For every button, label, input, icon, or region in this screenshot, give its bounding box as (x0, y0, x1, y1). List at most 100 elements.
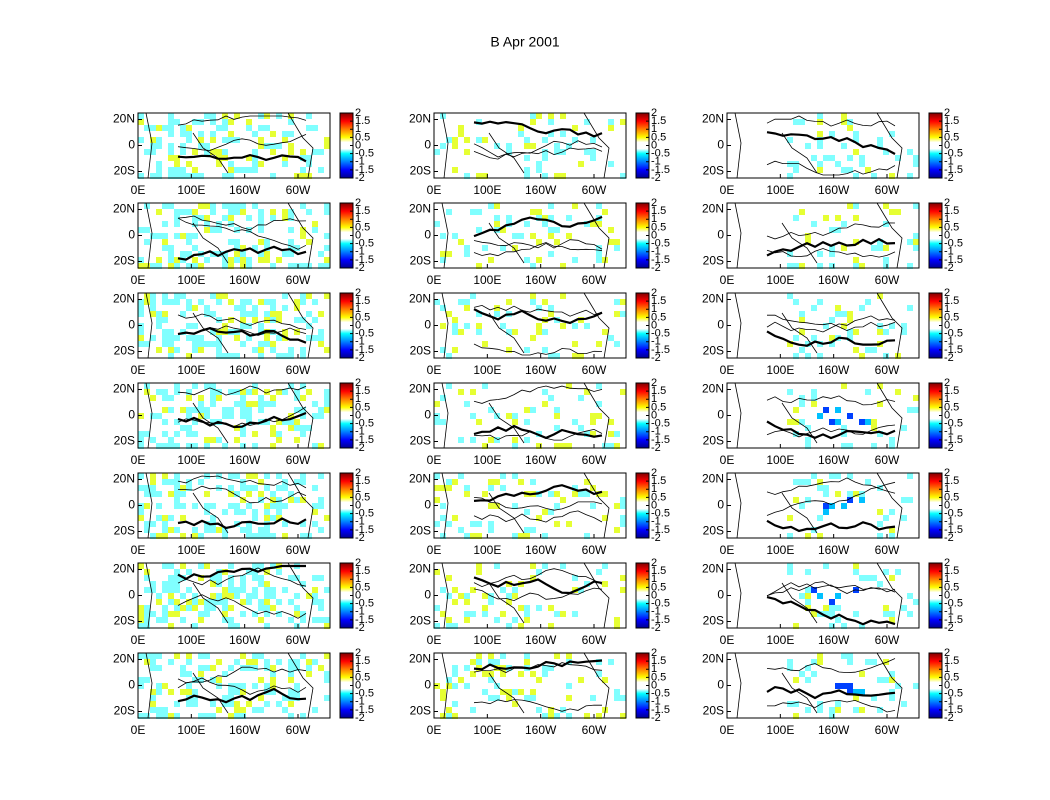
shade-cell (288, 659, 294, 665)
colorbar-tick-label: -0.5 (944, 688, 963, 700)
shade-cell (246, 413, 252, 419)
colorbar-tick-label: 1.5 (651, 565, 666, 577)
shade-cell (476, 173, 482, 179)
shade-cell (222, 149, 228, 155)
shade-cell (841, 425, 847, 431)
shade-cell (799, 593, 805, 599)
y-tick-label: 20S (703, 344, 724, 358)
shade-cell (859, 623, 865, 629)
shade-cell (258, 215, 264, 221)
x-tick-label: 60W (582, 633, 607, 647)
shade-cell (276, 353, 282, 359)
shade-cell (174, 485, 180, 491)
x-tick-label: 0E (131, 363, 146, 377)
shade-cell (210, 599, 216, 605)
shade-cell (192, 533, 198, 539)
shade-cell (895, 569, 901, 575)
shade-cell (150, 137, 156, 143)
shade-cell (222, 593, 228, 599)
shade-cell (470, 209, 476, 215)
colorbar-tick-label: -1 (944, 696, 954, 708)
shade-cell (276, 611, 282, 617)
shade-cell (488, 521, 494, 527)
y-tick-label: 0 (424, 228, 431, 242)
shade-cell (222, 671, 228, 677)
shade-cell (264, 125, 270, 131)
shading (787, 203, 919, 269)
shade-cell (853, 491, 859, 497)
shade-cell (198, 617, 204, 623)
shade-cell (464, 533, 470, 539)
x-tick-label: 0E (720, 363, 735, 377)
shade-cell (270, 347, 276, 353)
colorbar-tick-label: 0 (944, 409, 950, 421)
shade-cell (829, 419, 835, 425)
shade-cell (162, 245, 168, 251)
shade-cell (799, 209, 805, 215)
shade-cell (793, 701, 799, 707)
shade-cell (823, 509, 829, 515)
shade-cell (276, 509, 282, 515)
shade-cell (889, 671, 895, 677)
shade-cell (494, 695, 500, 701)
shade-cell (470, 671, 476, 677)
shade-cell (192, 323, 198, 329)
shade-cell (210, 419, 216, 425)
shade-cell (793, 353, 799, 359)
shade-cell (216, 353, 222, 359)
shade-cell (596, 659, 602, 665)
shade-cell (566, 683, 572, 689)
shade-cell (222, 113, 228, 119)
shade-cell (614, 299, 620, 305)
colorbar: 21.510.50-0.5-1-1.5-2 (339, 377, 374, 454)
shade-cell (835, 161, 841, 167)
shade-cell (186, 335, 192, 341)
colorbar-tick-label: 1.5 (944, 655, 959, 667)
colorbar-tick-label: 1 (355, 303, 361, 315)
shade-cell (264, 623, 270, 629)
shade-cell (192, 149, 198, 155)
shade-cell (596, 341, 602, 347)
shade-cell (168, 515, 174, 521)
shade-cell (835, 617, 841, 623)
shade-cell (258, 239, 264, 245)
shade-cell (252, 659, 258, 665)
x-tick-label: 100E (177, 453, 205, 467)
colorbar-tick-label: -0.5 (651, 508, 670, 520)
shade-cell (156, 209, 162, 215)
shade-cell (216, 707, 222, 713)
shade-cell (150, 413, 156, 419)
colorbar-tick-label: 1.5 (651, 295, 666, 307)
shade-cell (566, 143, 572, 149)
shade-cell (270, 395, 276, 401)
shade-cell (228, 665, 234, 671)
shade-cell (234, 203, 240, 209)
shade-cell (204, 305, 210, 311)
shade-cell (500, 671, 506, 677)
shade-cell (536, 515, 542, 521)
colorbar: 21.510.50-0.5-1-1.5-2 (635, 557, 670, 634)
x-tick-label: 0E (427, 453, 442, 467)
shade-cell (823, 605, 829, 611)
shade-cell (162, 335, 168, 341)
shade-cell (288, 689, 294, 695)
shade-cell (318, 329, 324, 335)
shade-cell (192, 167, 198, 173)
shade-cell (464, 251, 470, 257)
shade-cell (306, 209, 312, 215)
x-tick-label: 60W (875, 183, 900, 197)
shade-cell (210, 593, 216, 599)
shade-cell (186, 395, 192, 401)
shade-cell (258, 695, 264, 701)
y-tick-label: 0 (128, 318, 135, 332)
shade-cell (542, 215, 548, 221)
colorbar-tick-label: -0.5 (651, 148, 670, 160)
shade-cell (324, 143, 330, 149)
colorbar-tick-label: -2 (944, 712, 954, 724)
shade-cell (620, 515, 626, 521)
shade-cell (264, 611, 270, 617)
shade-cell (506, 299, 512, 305)
shade-cell (168, 341, 174, 347)
shade-cell (470, 707, 476, 713)
